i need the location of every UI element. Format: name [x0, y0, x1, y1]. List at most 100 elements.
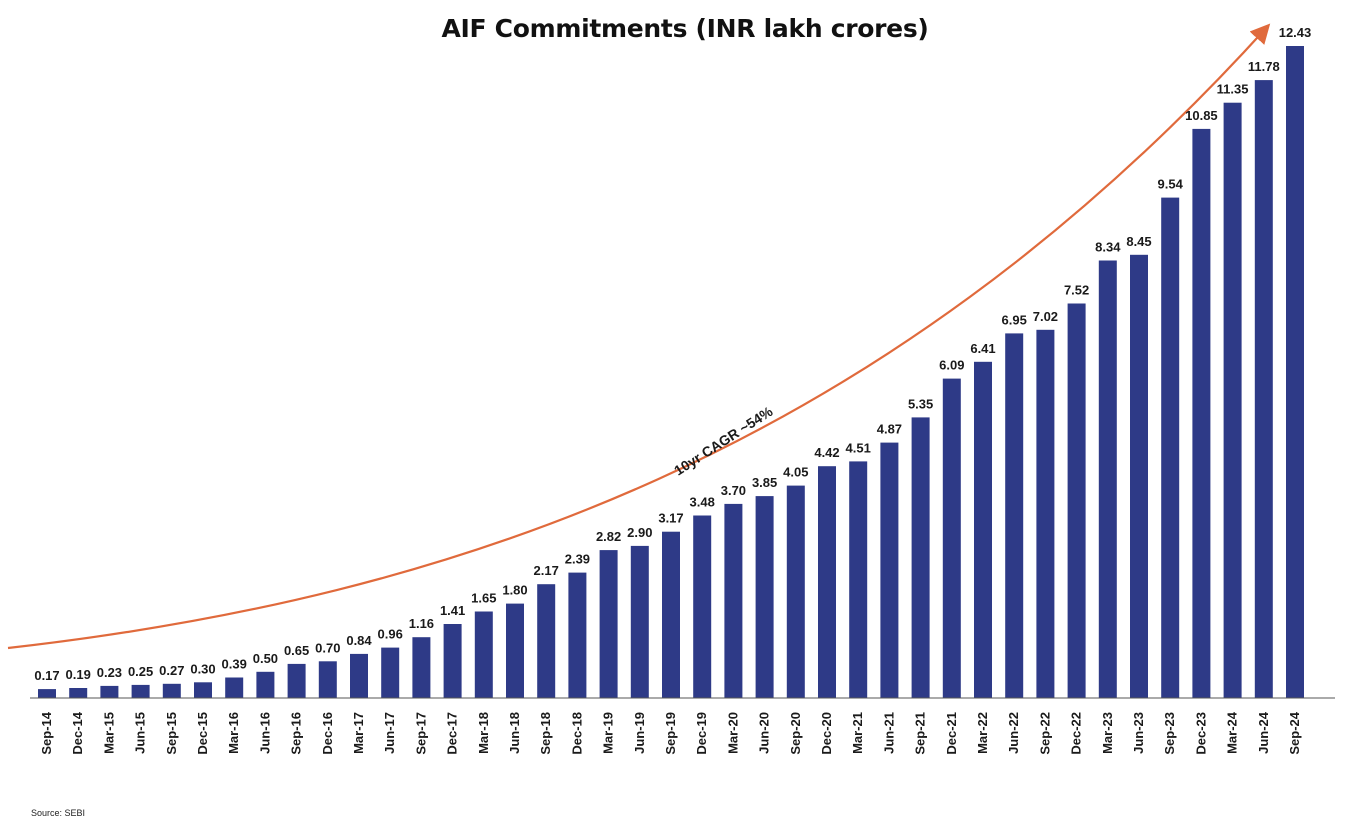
source-note: Source: SEBI — [31, 808, 86, 818]
bar-sep-19 — [662, 531, 680, 698]
x-tick-dec-15: Dec-15 — [195, 712, 210, 755]
bar-sep-15 — [162, 683, 181, 698]
data-label-dec-23: 10.85 — [1185, 108, 1218, 123]
bar-dec-23 — [1192, 128, 1211, 698]
x-tick-sep-19: Sep-19 — [663, 712, 678, 755]
cagr-annotation: 10yr CAGR ~54% — [671, 403, 776, 479]
x-tick-dec-22: Dec-22 — [1069, 712, 1084, 755]
bar-sep-14 — [38, 689, 56, 698]
data-label-dec-22: 7.52 — [1064, 283, 1089, 298]
data-label-jun-23: 8.45 — [1126, 234, 1151, 249]
x-tick-jun-18: Jun-18 — [507, 712, 522, 754]
bar-sep-23 — [1161, 197, 1180, 698]
data-label-jun-21: 4.87 — [877, 422, 902, 437]
x-tick-jun-24: Jun-24 — [1256, 711, 1271, 754]
x-tick-jun-23: Jun-23 — [1131, 712, 1146, 754]
x-tick-jun-17: Jun-17 — [382, 712, 397, 754]
data-label-mar-22: 6.41 — [970, 341, 995, 356]
x-tick-jun-15: Jun-15 — [133, 712, 148, 754]
bar-jun-21 — [880, 442, 899, 698]
data-label-sep-22: 7.02 — [1033, 309, 1058, 324]
x-tick-jun-21: Jun-21 — [881, 712, 896, 754]
bar-jun-24 — [1254, 80, 1273, 699]
bar-jun-18 — [506, 603, 524, 698]
x-tick-mar-17: Mar-17 — [351, 712, 366, 754]
data-label-sep-23: 9.54 — [1158, 177, 1184, 192]
bar-sep-24 — [1286, 46, 1304, 698]
data-label-mar-15: 0.23 — [97, 665, 122, 680]
x-tick-mar-20: Mar-20 — [725, 712, 740, 754]
x-tick-jun-22: Jun-22 — [1006, 712, 1021, 754]
x-tick-sep-17: Sep-17 — [413, 712, 428, 755]
bar-mar-23 — [1098, 260, 1117, 698]
bar-dec-17 — [443, 624, 462, 698]
data-label-dec-20: 4.42 — [814, 445, 839, 460]
bar-dec-15 — [194, 682, 212, 698]
bar-sep-22 — [1036, 329, 1055, 698]
bar-jun-16 — [256, 671, 275, 698]
x-tick-dec-20: Dec-20 — [819, 712, 834, 755]
x-tick-dec-23: Dec-23 — [1193, 712, 1208, 755]
x-tick-jun-20: Jun-20 — [757, 712, 772, 754]
x-tick-sep-16: Sep-16 — [289, 712, 304, 755]
bar-sep-16 — [287, 663, 306, 698]
x-tick-dec-19: Dec-19 — [694, 712, 709, 755]
bars-layer — [38, 46, 1304, 699]
bar-jun-17 — [381, 647, 400, 698]
x-tick-sep-24: Sep-24 — [1287, 711, 1302, 754]
x-tick-mar-18: Mar-18 — [476, 712, 491, 754]
bar-dec-16 — [318, 661, 337, 698]
x-tick-jun-16: Jun-16 — [257, 712, 272, 754]
data-label-dec-21: 6.09 — [939, 358, 964, 373]
data-label-dec-14: 0.19 — [66, 667, 91, 682]
data-label-mar-24: 11.35 — [1217, 82, 1249, 97]
bar-jun-23 — [1130, 254, 1148, 699]
data-label-dec-18: 2.39 — [565, 552, 590, 567]
data-label-sep-20: 4.05 — [783, 465, 808, 480]
data-label-sep-18: 2.17 — [534, 563, 559, 578]
bar-mar-16 — [225, 677, 244, 698]
x-tick-mar-23: Mar-23 — [1100, 712, 1115, 754]
data-label-jun-24: 11.78 — [1248, 59, 1280, 74]
bar-mar-24 — [1223, 102, 1242, 698]
data-label-jun-22: 6.95 — [1002, 312, 1027, 327]
data-label-dec-19: 3.48 — [690, 495, 715, 510]
data-label-mar-19: 2.82 — [596, 529, 621, 544]
x-tick-sep-20: Sep-20 — [788, 712, 803, 755]
chart-title: AIF Commitments (INR lakh crores) — [441, 14, 929, 43]
bar-sep-17 — [412, 637, 431, 698]
x-tick-sep-21: Sep-21 — [913, 712, 928, 755]
bar-mar-17 — [350, 653, 368, 698]
x-tick-jun-19: Jun-19 — [632, 712, 647, 754]
x-tick-mar-15: Mar-15 — [101, 712, 116, 754]
data-label-jun-18: 1.80 — [502, 583, 527, 598]
data-label-sep-14: 0.17 — [34, 668, 59, 683]
x-tick-sep-15: Sep-15 — [164, 712, 179, 755]
x-tick-sep-22: Sep-22 — [1037, 712, 1052, 755]
x-tick-mar-16: Mar-16 — [226, 712, 241, 754]
bar-sep-21 — [911, 417, 930, 698]
bar-jun-15 — [131, 684, 150, 698]
x-tick-dec-18: Dec-18 — [569, 712, 584, 755]
bar-mar-19 — [599, 550, 618, 698]
data-label-mar-20: 3.70 — [721, 483, 746, 498]
data-label-sep-16: 0.65 — [284, 643, 309, 658]
x-tick-dec-21: Dec-21 — [944, 712, 959, 755]
x-tick-mar-19: Mar-19 — [601, 712, 616, 754]
bar-dec-20 — [818, 466, 836, 698]
bar-mar-22 — [974, 361, 992, 698]
data-label-mar-16: 0.39 — [222, 657, 247, 672]
data-label-mar-17: 0.84 — [346, 633, 372, 648]
x-tick-dec-17: Dec-17 — [445, 712, 460, 755]
data-label-dec-16: 0.70 — [315, 640, 340, 655]
data-label-mar-23: 8.34 — [1095, 240, 1121, 255]
data-label-jun-17: 0.96 — [378, 627, 403, 642]
x-tick-dec-16: Dec-16 — [320, 712, 335, 755]
bar-jun-20 — [755, 496, 774, 698]
data-label-sep-15: 0.27 — [159, 663, 184, 678]
bar-dec-19 — [693, 515, 712, 698]
cagr-trend-arrow — [7, 23, 1271, 650]
bar-mar-20 — [724, 503, 743, 698]
bar-dec-22 — [1067, 303, 1086, 698]
x-tick-labels-layer: Sep-14 Dec-14 Mar-15 Jun-15 Sep-15 Dec-15 Mar-… — [39, 711, 1302, 754]
